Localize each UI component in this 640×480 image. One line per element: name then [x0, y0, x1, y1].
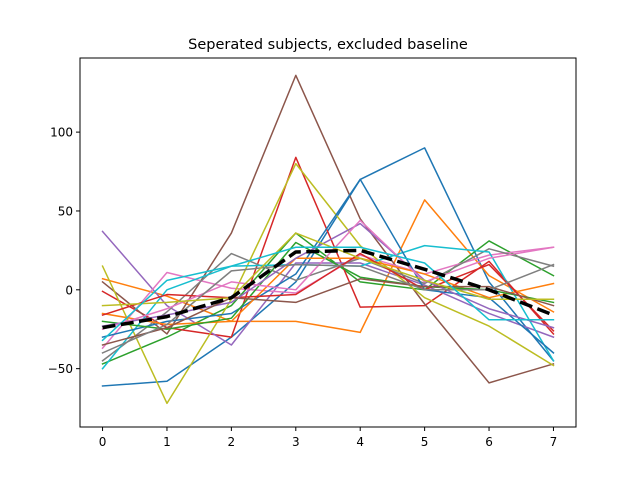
series-line-9: [101, 162, 555, 405]
plot-frame: [79, 57, 577, 428]
x-tick-label: 2: [228, 435, 236, 449]
series-line-6: [101, 74, 555, 384]
x-tick-label: 4: [356, 435, 364, 449]
x-tick-label: 6: [485, 435, 493, 449]
series-line-19: [101, 232, 555, 307]
x-tick-label: 0: [99, 435, 107, 449]
series-line-12: [101, 257, 555, 326]
x-tick-label: 5: [421, 435, 429, 449]
y-tick-label: 100: [50, 126, 73, 140]
y-tick-label: 0: [65, 283, 73, 297]
y-tick-label: −50: [48, 362, 73, 376]
series-line-17: [101, 219, 555, 331]
x-tick-label: 3: [292, 435, 300, 449]
series-line-1: [101, 147, 555, 387]
chart-title: Seperated subjects, excluded baseline: [188, 37, 468, 53]
series-line-20: [101, 246, 555, 342]
series-line-3: [101, 232, 555, 365]
series-layer: [101, 74, 555, 405]
y-axis: −50 0 50 100: [48, 126, 80, 376]
series-line-14: [101, 252, 555, 332]
y-tick-label: 50: [58, 204, 73, 218]
x-axis: 0 1 2 3 4 5 6 7: [99, 427, 558, 449]
x-tick-label: 7: [550, 435, 558, 449]
mean-series-line: [102, 248, 555, 330]
x-tick-label: 1: [163, 435, 171, 449]
series-line-18: [101, 263, 555, 354]
